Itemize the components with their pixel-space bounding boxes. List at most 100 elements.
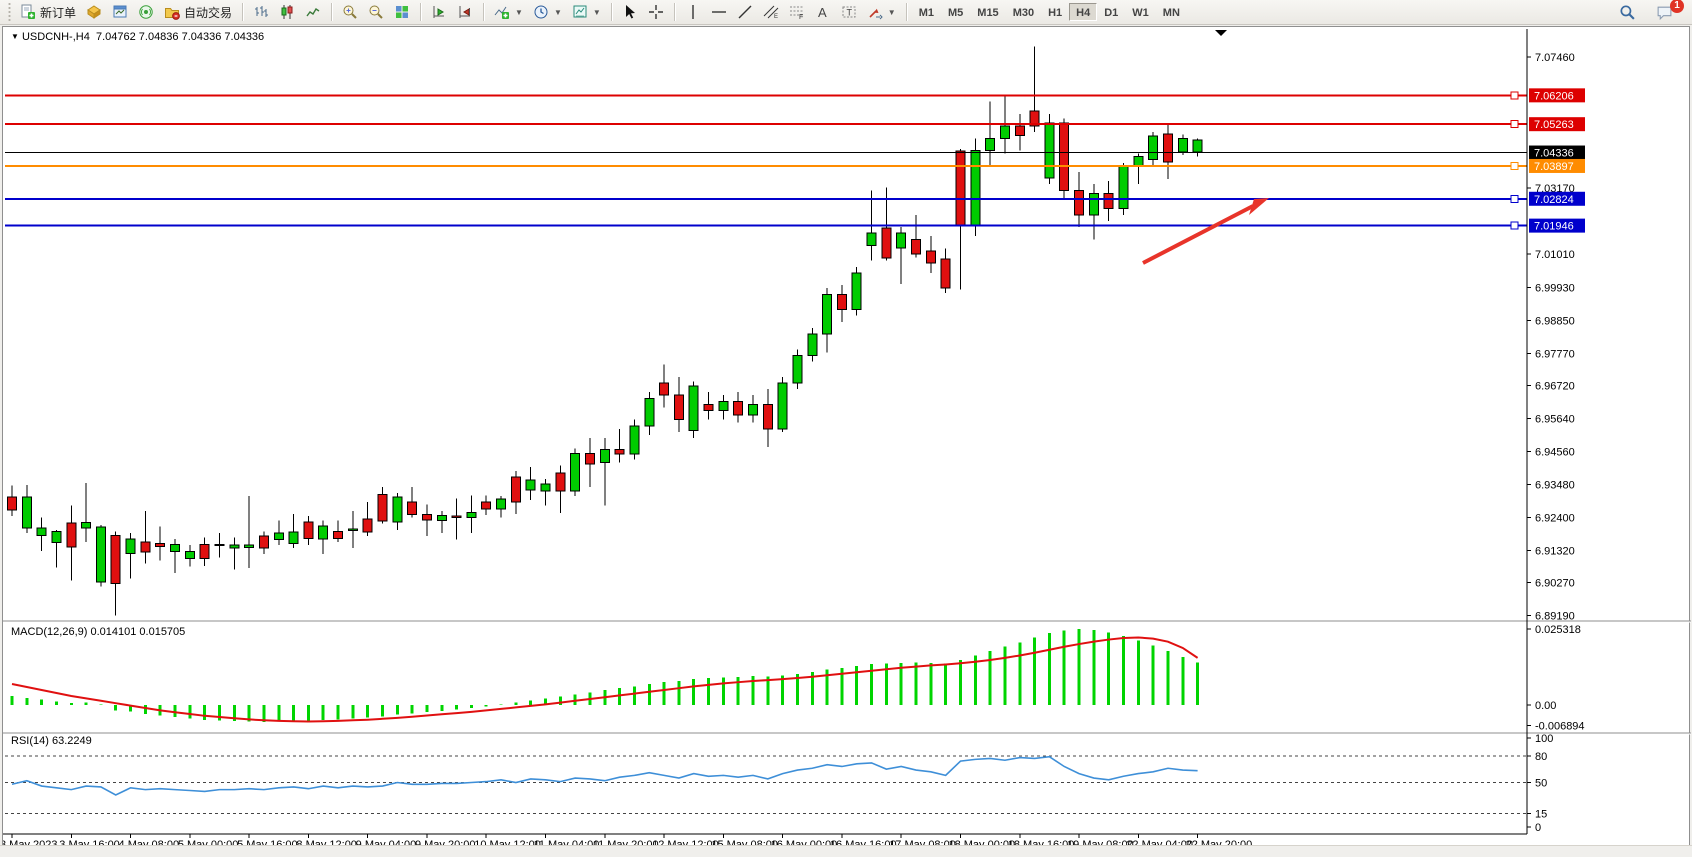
candlestick-mode-button[interactable] (274, 3, 300, 22)
zoom-in-button[interactable] (337, 3, 363, 22)
fibonacci-tool-button[interactable]: F (784, 3, 810, 22)
price-label-box (1529, 158, 1585, 173)
zoom-out-button[interactable] (363, 3, 389, 22)
timeframe-button-h4[interactable]: H4 (1069, 3, 1098, 21)
trend-arrow-shaft[interactable] (1142, 204, 1254, 265)
candle-body-bull (896, 232, 907, 249)
y-axis-label: 7.01010 (1535, 249, 1575, 261)
candle-body-bull (1177, 137, 1188, 153)
dropdown-caret: ▼ (592, 7, 601, 17)
template-button[interactable]: ▼ (567, 3, 606, 22)
toolbar-separator (420, 3, 422, 21)
candle-body-bear (762, 403, 773, 430)
chart-window: 7.07460 7.03170 7.01010 6.99930 6.98850 6.977… (2, 26, 1691, 847)
candle-body-bull (999, 125, 1010, 139)
new-order-button[interactable]: 新订单 (15, 3, 81, 22)
y-axis-label: 6.89190 (1535, 611, 1575, 623)
tile-windows-button[interactable] (389, 3, 415, 22)
timeframe-button-m15[interactable]: M15 (977, 7, 999, 19)
candle-body-bull (273, 532, 284, 541)
auto-scroll-icon (433, 6, 445, 18)
tile-windows-icon (396, 6, 409, 18)
indicators-button[interactable]: ▼ (489, 3, 528, 22)
timeframe-button-m5[interactable]: M5 (948, 7, 964, 19)
toolbar-separator (483, 3, 485, 21)
timeframe-button-w1[interactable]: W1 (1132, 7, 1149, 19)
timeframe-button-mn[interactable]: MN (1162, 7, 1180, 19)
price-label-text: 7.02824 (1534, 194, 1574, 206)
chart-shift-button[interactable] (452, 3, 478, 22)
x-axis-label: 9 May 04:00 (356, 839, 417, 846)
autotrading-button[interactable]: 自动交易 (159, 3, 237, 22)
new-chart-button[interactable] (107, 3, 133, 22)
candle-body-bear (1029, 110, 1040, 127)
timeframe-group: M1 M5 M15 M30 H1 H4 D1 W1 MN (912, 3, 1187, 21)
timeframe-button-d1[interactable]: D1 (1104, 7, 1119, 19)
trendline-tool-button[interactable] (732, 3, 758, 22)
candle-body-bull (792, 354, 803, 384)
search-button[interactable] (1614, 3, 1641, 22)
line-endpoint-marker[interactable] (1510, 91, 1519, 100)
x-axis-label: 3 May 2023 (3, 839, 57, 846)
x-axis-label: 4 May 08:00 (119, 839, 180, 846)
candle-body-bull (1192, 139, 1203, 153)
line-endpoint-marker[interactable] (1510, 161, 1519, 170)
window-icon (113, 5, 127, 18)
macd-axis-label: -0.006894 (1535, 721, 1585, 733)
text-label-icon: T (842, 6, 856, 18)
horizontal-line-tool-button[interactable] (706, 3, 732, 22)
candle-body-bear (7, 496, 17, 511)
line-endpoint-marker[interactable] (1510, 194, 1519, 203)
bar-chart-mode-button[interactable] (248, 3, 274, 22)
auto-scroll-button[interactable] (426, 3, 452, 22)
toolbar-separator (610, 3, 612, 21)
candle-body-bear (1103, 192, 1114, 210)
line-chart-mode-button[interactable] (300, 3, 326, 22)
y-axis-label: 6.93480 (1535, 480, 1575, 492)
chart-shift-marker[interactable] (1215, 30, 1227, 36)
text-tool-button[interactable]: A (810, 3, 836, 22)
candle-body-bull (36, 527, 47, 536)
candle-body-bull (288, 531, 299, 545)
rsi-axis-label: 15 (1535, 809, 1547, 821)
candle-body-bull (748, 403, 758, 416)
arrows-tool-button[interactable]: ▼ (862, 3, 901, 22)
signal-button[interactable] (133, 3, 159, 22)
price-label-box (1529, 88, 1585, 103)
cursor-tool-button[interactable] (617, 3, 643, 22)
timeframe-button-m1[interactable]: M1 (918, 7, 934, 19)
line-endpoint-marker[interactable] (1510, 221, 1519, 230)
clock-icon (534, 5, 548, 19)
crosshair-tool-button[interactable] (643, 3, 669, 22)
chart-canvas[interactable]: 7.074607.031707.010106.999306.988506.977… (3, 27, 1691, 846)
autotrading-icon (165, 8, 180, 20)
toolbar-grip[interactable] (7, 3, 12, 21)
x-axis-label: 5 May 16:00 (237, 839, 298, 846)
candle-body-bull (214, 543, 225, 547)
new-order-icon (21, 4, 35, 19)
timeframe-button-h1[interactable]: H1 (1048, 7, 1063, 19)
notifications-button[interactable]: 1 (1651, 0, 1684, 22)
chart-cube-button[interactable] (81, 3, 107, 22)
period-button[interactable]: ▼ (528, 3, 567, 22)
vertical-line-tool-button[interactable] (680, 3, 706, 22)
horizontal-line-icon (711, 11, 726, 13)
rsi-axis-label: 80 (1535, 751, 1547, 763)
crosshair-icon (648, 5, 663, 19)
trend-arrow-head[interactable] (1249, 198, 1269, 215)
indicators-icon (494, 6, 510, 19)
line-endpoint-marker[interactable] (1510, 120, 1519, 129)
rsi-axis-label: 100 (1535, 733, 1553, 745)
dropdown-caret: ▼ (515, 7, 523, 17)
text-label-tool-button[interactable]: T (836, 3, 862, 22)
candle-body-bull (629, 425, 640, 455)
x-axis-label: 19 May 08:00 (1067, 839, 1134, 846)
candle-body-bear (584, 452, 595, 465)
timeframe-button-m30[interactable]: M30 (1012, 7, 1035, 19)
price-label-text: 7.06206 (1534, 90, 1574, 102)
channel-tool-button[interactable]: E (758, 3, 784, 22)
x-axis-label: 17 May 08:00 (889, 839, 956, 846)
arrows-icon (869, 8, 883, 20)
candle-body-bull (496, 498, 507, 510)
candle-body-bear (836, 293, 847, 311)
